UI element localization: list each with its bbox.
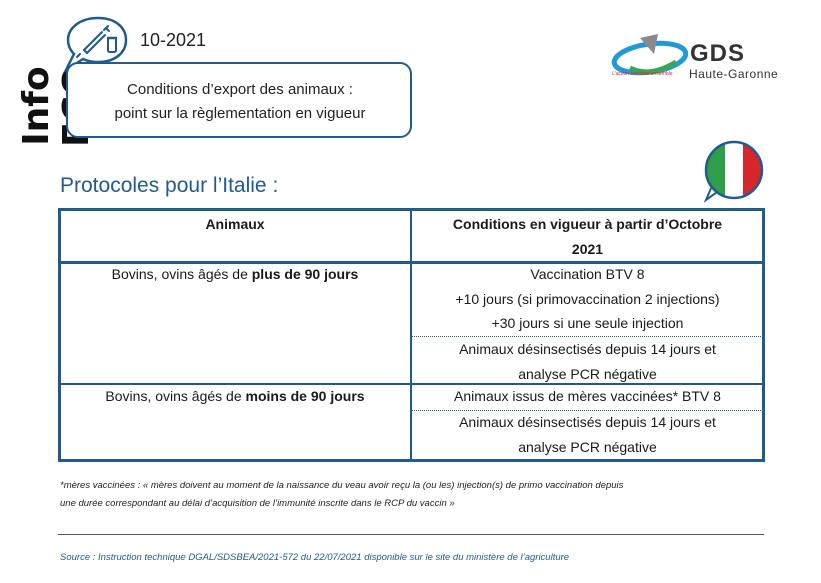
source-note: Source : Instruction technique DGAL/SDSB… (60, 552, 570, 563)
condition-line: Animaux issus de mères vaccinées* BTV 8 (454, 388, 721, 404)
row-2-animals-age: moins de 90 jours (245, 388, 365, 404)
footnote-line-1: *mères vaccinées : « mères doivent au mo… (60, 480, 624, 491)
logo-name: GDS (690, 40, 746, 67)
protocol-table (58, 208, 765, 462)
logo-tagline: L'action sanitaire ensemble (612, 71, 673, 77)
table-column-divider (410, 210, 412, 460)
issue-number: 10-2021 (140, 30, 207, 50)
row-1-animals-prefix: Bovins, ovins âgés de (111, 266, 252, 282)
vertical-title: Info FCO (16, 65, 97, 147)
condition-line: +10 jours (si primovaccination 2 injecti… (455, 290, 720, 307)
condition-line: Animaux désinsectisés depuis 14 jours et (459, 414, 716, 430)
row-2-animals: Bovins, ovins âgés de moins de 90 jours (60, 384, 410, 409)
row-2-animals-prefix: Bovins, ovins âgés de (105, 388, 246, 404)
condition-line: Animaux désinsectisés depuis 14 jours et (459, 341, 716, 357)
header-animals: Animaux (205, 216, 265, 232)
italy-flag-icon (703, 140, 764, 203)
table-dotted-divider (412, 410, 763, 411)
table-row-divider (60, 383, 763, 385)
row-1-condition-2: Animaux désinsectisés depuis 14 jours et… (412, 337, 763, 386)
subject-line-1: Conditions d’export des animaux : (127, 81, 353, 98)
condition-line: +30 jours si une seule injection (491, 315, 684, 331)
subject-text: Conditions d’export des animaux : point … (82, 78, 398, 126)
condition-line: analyse PCR négative (518, 438, 657, 455)
footnote: *mères vaccinées : « mères doivent au mo… (60, 477, 772, 513)
row-2-condition-2: Animaux désinsectisés depuis 14 jours et… (412, 410, 763, 459)
table-dotted-divider (412, 336, 763, 337)
row-1-animals-age: plus de 90 jours (251, 266, 359, 282)
header-conditions-line-2: 2021 (571, 240, 604, 257)
row-1-animals: Bovins, ovins âgés de plus de 90 jours (60, 262, 410, 287)
section-title: Protocoles pour l’Italie : (60, 174, 279, 197)
header-conditions: Conditions en vigueur à partir d’Octobre… (412, 212, 763, 261)
footer-rule (58, 534, 764, 535)
row-1-condition-1: Vaccination BTV 8 +10 jours (si primovac… (412, 262, 763, 336)
subject-line-2: point sur la règlementation en vigueur (114, 105, 366, 122)
gds-logo-icon (611, 34, 689, 76)
row-2-condition-1: Animaux issus de mères vaccinées* BTV 8 (412, 384, 763, 409)
condition-line: analyse PCR négative (518, 365, 657, 382)
table-header-divider (60, 261, 763, 264)
header-conditions-line-1: Conditions en vigueur à partir d’Octobre (452, 216, 723, 232)
footnote-line-2: une durée correspondant au délai d’acqui… (60, 498, 455, 509)
condition-line: Vaccination BTV 8 (530, 266, 645, 282)
syringe-vial-icon (62, 16, 128, 74)
subject-box (66, 62, 412, 138)
logo-region: Haute-Garonne (689, 67, 779, 81)
